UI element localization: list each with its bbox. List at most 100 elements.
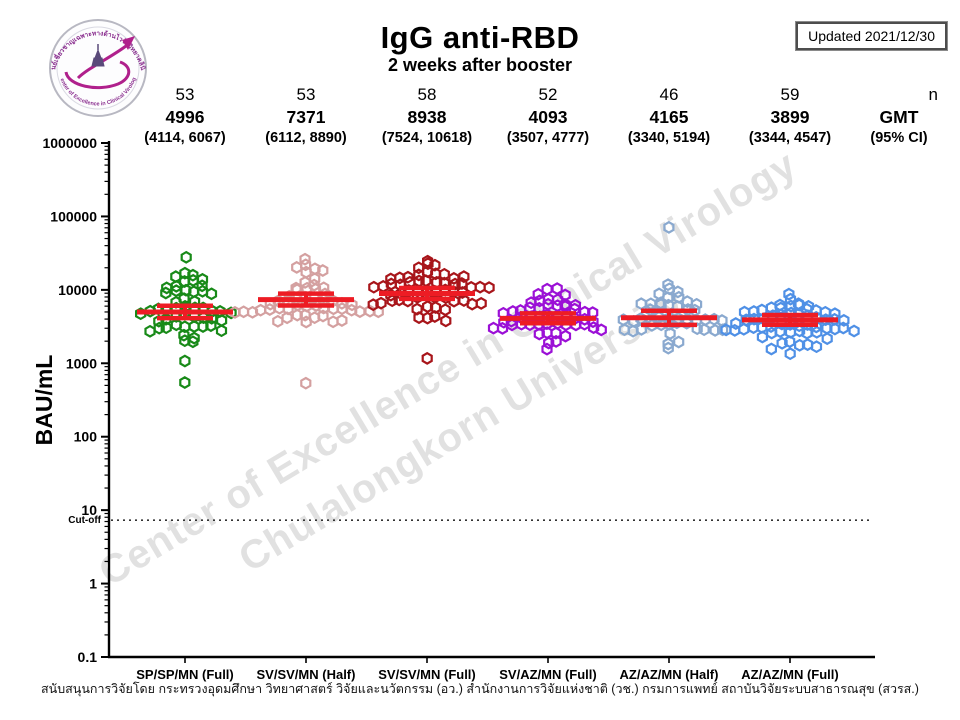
- funding-acknowledgement: สนับสนุนการวิจัยโดย กระทรวงอุดมศึกษา วิท…: [41, 682, 919, 696]
- logo-ring: [49, 19, 147, 117]
- data-point: [793, 324, 806, 338]
- logo-emblem: [64, 36, 135, 90]
- data-point: [730, 317, 742, 330]
- data-point: [569, 298, 582, 312]
- data-point: [179, 376, 191, 389]
- data-point: [801, 338, 814, 352]
- data-point: [429, 258, 441, 272]
- data-point: [662, 278, 674, 292]
- data-point: [255, 303, 267, 317]
- data-point: [681, 295, 693, 309]
- group-ci: (7524, 10618): [381, 130, 473, 146]
- y-tick-label: 100000: [50, 208, 97, 224]
- data-point: [317, 309, 329, 323]
- data-point: [784, 347, 796, 361]
- data-point: [837, 321, 849, 335]
- data-point: [205, 287, 218, 301]
- group-gmt: 3899: [770, 107, 810, 127]
- group-ci: (6112, 8890): [265, 130, 347, 146]
- data-point: [716, 323, 729, 337]
- data-point: [662, 337, 674, 351]
- data-point: [532, 287, 544, 301]
- data-point: [429, 310, 441, 323]
- data-point: [618, 323, 631, 337]
- data-point: [784, 292, 797, 306]
- data-point: [299, 275, 311, 289]
- data-point: [747, 321, 760, 335]
- data-point: [368, 280, 380, 294]
- data-point: [327, 315, 339, 329]
- group-ci: (4114, 6067): [144, 130, 226, 146]
- data-point: [179, 266, 191, 280]
- group-n: 53: [296, 85, 316, 104]
- page-title: IgG anti-RBD: [380, 20, 580, 55]
- stats-col-1: 53 4996 (4114, 6067): [113, 84, 257, 149]
- data-point: [196, 284, 209, 298]
- data-point: [413, 311, 425, 325]
- data-point: [336, 314, 348, 327]
- data-point: [533, 327, 545, 341]
- y-tick-label: 100: [74, 429, 98, 445]
- data-point: [187, 268, 199, 282]
- data-point: [466, 297, 478, 311]
- group-ci: (3344, 4547): [748, 130, 832, 146]
- data-point: [300, 376, 312, 390]
- gmt-ci-bar-1: [137, 303, 233, 321]
- y-tick-label: 10: [81, 502, 97, 518]
- y-axis-label: BAU/mL: [31, 355, 57, 446]
- data-point: [291, 308, 303, 322]
- group-gmt: 4093: [528, 107, 568, 127]
- gmt-ci-bar-2: [258, 291, 354, 308]
- data-point: [766, 326, 778, 340]
- data-point: [170, 284, 182, 298]
- data-point: [487, 321, 500, 335]
- data-point: [456, 286, 468, 299]
- data-point: [662, 291, 674, 305]
- data-point: [662, 341, 674, 355]
- stats-col-6: 59 3899 (3344, 4547): [718, 84, 862, 149]
- stats-col-3: 58 8938 (7524, 10618): [355, 84, 499, 149]
- cutoff-label: Cut-off: [68, 515, 101, 526]
- data-point: [559, 329, 572, 343]
- data-point: [848, 324, 860, 338]
- data-point: [205, 319, 217, 333]
- y-tick-label: 10000: [58, 282, 97, 298]
- group-gmt: 8938: [407, 107, 447, 127]
- stats-col-4: 52 4093 (3507, 4777): [476, 84, 620, 149]
- data-point: [550, 334, 562, 348]
- group-gmt: 4165: [649, 107, 689, 127]
- data-point: [291, 260, 303, 274]
- data-point: [170, 318, 182, 332]
- group-n: 58: [417, 85, 437, 104]
- group-n: 46: [659, 85, 679, 104]
- data-point: [272, 314, 284, 328]
- data-point: [180, 250, 192, 264]
- data-point: [179, 354, 191, 368]
- data-point: [458, 294, 470, 307]
- group-ci: (3340, 5194): [627, 130, 711, 146]
- data-point: [310, 299, 322, 312]
- data-point: [178, 328, 190, 342]
- data-point: [663, 220, 675, 234]
- data-point: [783, 287, 795, 301]
- data-point: [765, 342, 778, 356]
- data-point: [681, 316, 693, 330]
- data-point: [720, 323, 732, 337]
- group-ci: (3507, 4777): [506, 130, 590, 146]
- data-point: [525, 296, 537, 310]
- axes: 0.1 1 10 100 1000 10000 100000 1000000 BAU/mL: [31, 135, 875, 665]
- data-point: [144, 304, 156, 318]
- updated-date-badge: Updated 2021/12/30: [795, 21, 948, 51]
- data-point: [541, 342, 553, 356]
- svg-text:Center of Excellence in Clinic: Center of Excellence in Clinical Virolog…: [92, 142, 805, 594]
- gmt-ci-bar-6: [742, 312, 838, 328]
- data-point: [281, 311, 293, 325]
- data-point: [474, 280, 486, 294]
- x-tick-label: SV/SV/MN (Half): [257, 667, 356, 682]
- x-tick-label: AZ/AZ/MN (Half): [620, 667, 719, 682]
- data-point: [413, 268, 425, 282]
- data-point: [738, 305, 751, 319]
- gmt-ci-bar-4: [500, 311, 596, 326]
- y-tick-label: 1000000: [42, 135, 97, 151]
